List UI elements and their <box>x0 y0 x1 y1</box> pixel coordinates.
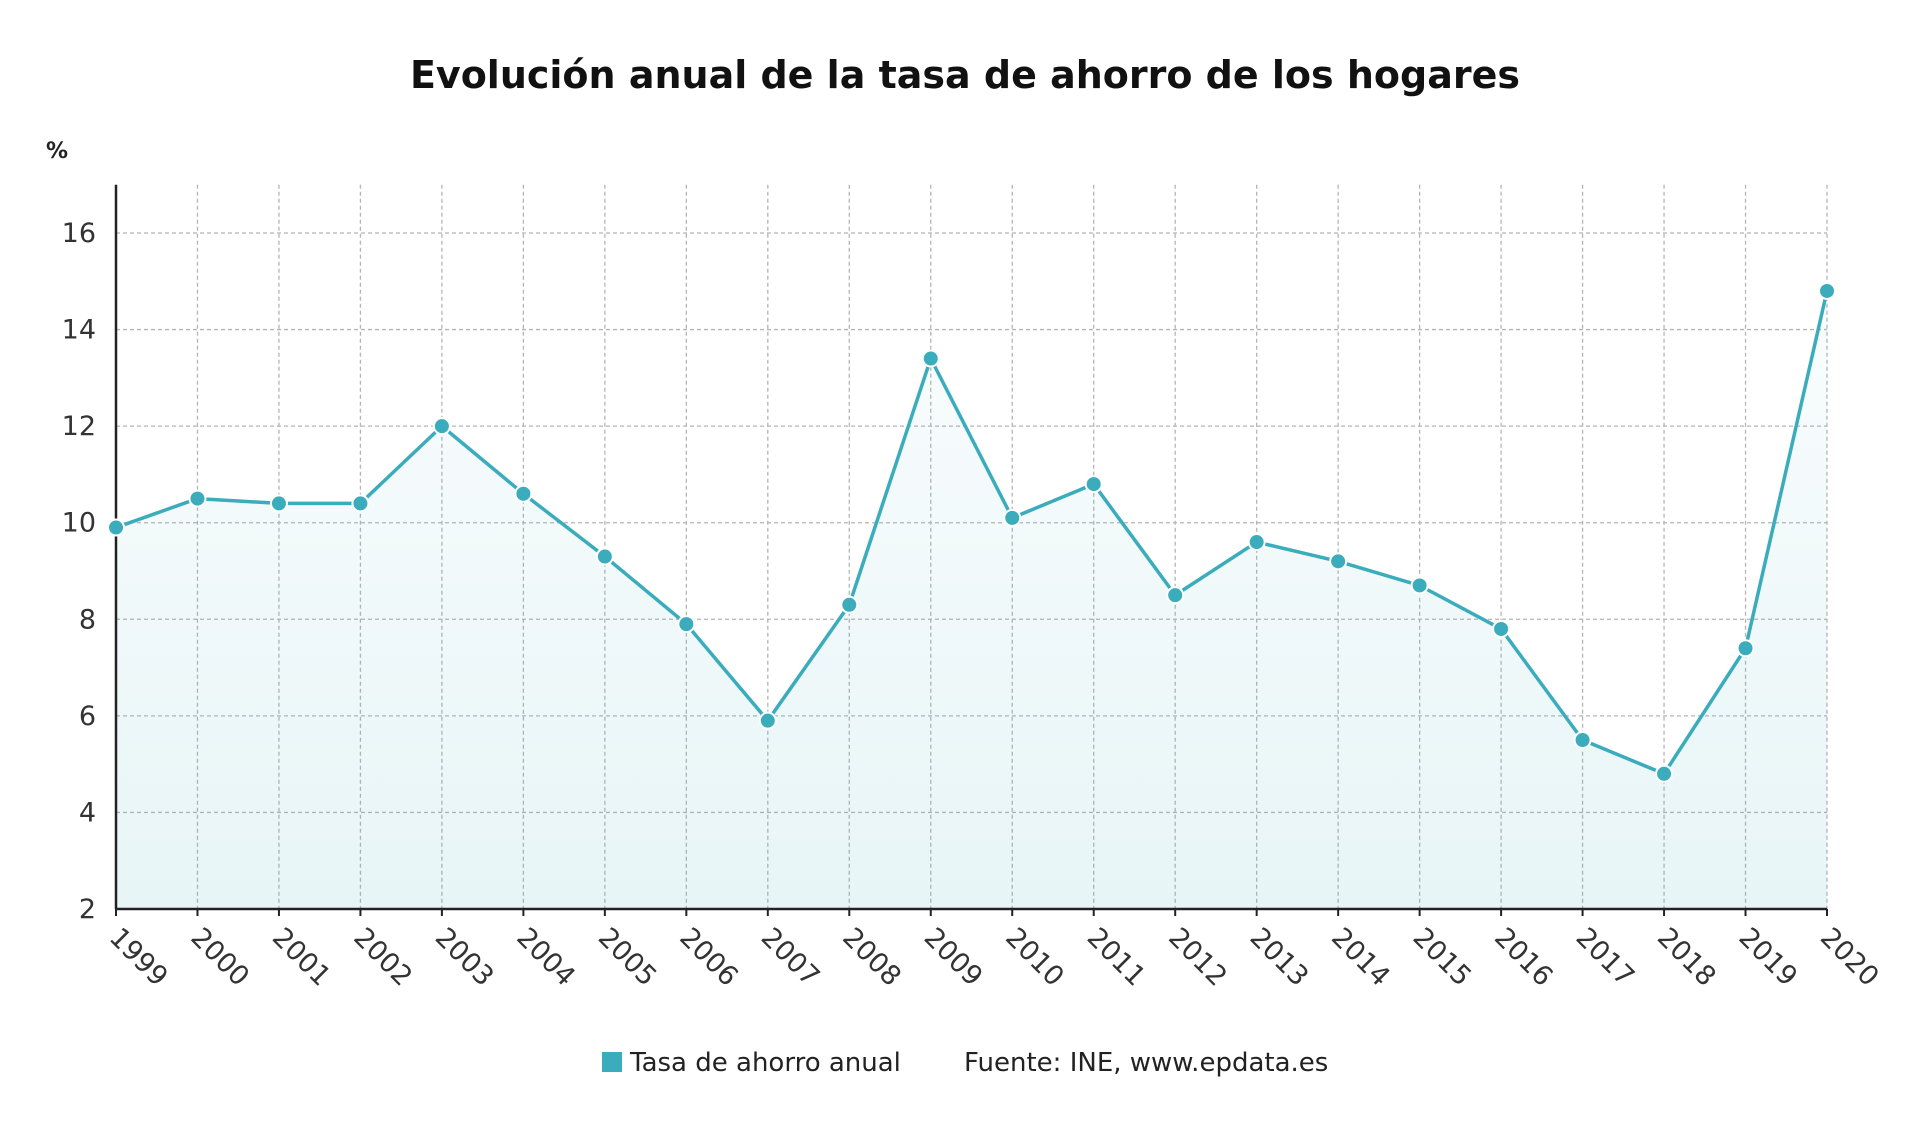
y-tick-label: 4 <box>79 797 96 828</box>
x-tick-label: 2017 <box>1570 922 1641 993</box>
data-point <box>1655 764 1674 783</box>
data-point <box>677 615 696 634</box>
data-point <box>1492 619 1511 638</box>
x-tick-label: 2014 <box>1325 922 1396 993</box>
x-tick-label: 2005 <box>592 922 663 993</box>
y-tick-label: 10 <box>62 508 96 539</box>
series-line <box>115 290 1829 776</box>
y-tick-label: 16 <box>62 218 96 249</box>
data-point <box>514 484 533 503</box>
x-tick-label: 2016 <box>1488 922 1559 993</box>
x-tick-label: 2003 <box>429 922 500 993</box>
x-tick-label: 2011 <box>1081 922 1152 993</box>
x-tick-label: 2012 <box>1162 922 1233 993</box>
x-tick-label: 2019 <box>1733 922 1804 993</box>
x-tick-label: 2007 <box>755 922 826 993</box>
data-point <box>1084 475 1103 494</box>
y-tick-label: 8 <box>79 604 96 635</box>
data-point <box>921 349 940 368</box>
y-axis-unit: % <box>46 139 68 164</box>
legend-swatch <box>602 1052 622 1072</box>
y-tick-label: 2 <box>79 894 96 925</box>
data-point <box>432 417 451 436</box>
x-tick-label: 2015 <box>1407 922 1478 993</box>
x-tick-label: 2013 <box>1244 922 1315 993</box>
x-tick-label: 1999 <box>103 922 174 993</box>
y-tick-label: 14 <box>62 315 96 346</box>
data-point <box>1166 586 1185 605</box>
data-point <box>1410 576 1429 595</box>
data-point <box>1573 731 1592 749</box>
y-tick-label: 6 <box>79 701 96 732</box>
x-tick-label: 2001 <box>266 922 337 993</box>
x-tick-label: 2008 <box>836 922 907 993</box>
x-tick-label: 2000 <box>185 922 256 993</box>
series-area <box>116 290 1827 909</box>
x-tick-label: 2002 <box>347 922 418 993</box>
legend-label: Tasa de ahorro anual <box>629 1048 901 1078</box>
data-point <box>1818 281 1836 300</box>
data-point <box>1329 552 1348 571</box>
chart-title: Evolución anual de la tasa de ahorro de … <box>410 53 1520 97</box>
data-point <box>188 489 207 508</box>
data-point <box>595 547 614 566</box>
x-tick-label: 2018 <box>1651 922 1722 993</box>
data-point <box>269 494 288 513</box>
data-point <box>107 518 125 537</box>
data-point <box>840 595 859 614</box>
data-point <box>1003 508 1022 527</box>
x-tick-label: 2006 <box>673 922 744 993</box>
data-point <box>1247 533 1266 552</box>
x-tick-label: 2004 <box>510 922 581 993</box>
y-tick-label: 12 <box>62 411 96 442</box>
x-tick-label: 2009 <box>918 922 989 993</box>
x-tick-label: 2020 <box>1814 922 1885 993</box>
data-point <box>758 711 777 730</box>
x-tick-label: 2010 <box>999 922 1070 993</box>
data-point <box>351 494 370 513</box>
source-note: Fuente: INE, www.epdata.es <box>964 1048 1328 1078</box>
data-point <box>1736 639 1755 658</box>
